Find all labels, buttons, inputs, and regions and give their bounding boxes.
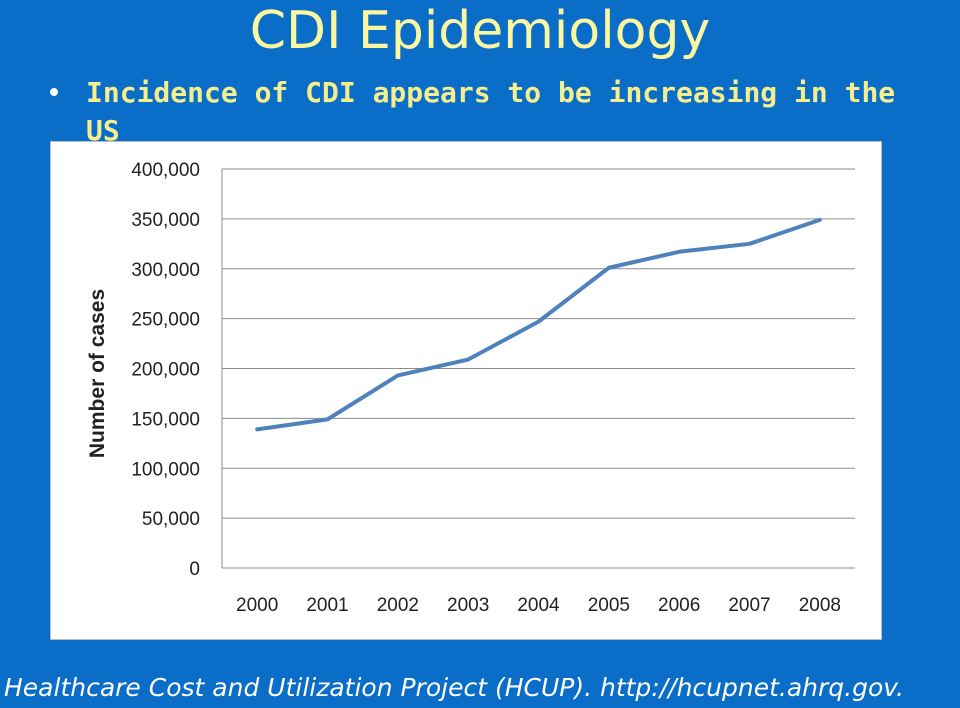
x-tick-label: 2001 (306, 595, 348, 616)
bullet-dot-icon (50, 88, 58, 96)
chart-container: 0 50,000 100,000 150,000 200,000 250,000 300,0… (50, 141, 882, 640)
x-tick-label: 2006 (658, 595, 700, 616)
x-tick-label: 2002 (377, 595, 419, 616)
y-tick-label: 50,000 (142, 509, 200, 530)
y-tick-label: 200,000 (131, 360, 200, 381)
y-tick-label: 400,000 (131, 160, 200, 181)
series-line (255, 217, 822, 432)
x-tick-label: 2008 (799, 595, 841, 616)
x-tick-label: 2003 (447, 595, 489, 616)
source-citation: Healthcare Cost and Utilization Project … (4, 673, 904, 702)
y-tick-label: 250,000 (131, 310, 200, 331)
y-axis-label: Number of cases (86, 289, 109, 458)
y-tick-label: 0 (189, 559, 200, 580)
x-tick-label: 2000 (236, 595, 278, 616)
y-tick-label: 100,000 (131, 459, 200, 480)
x-tick-labels: 2000 2001 2002 2003 2004 2005 2006 2007 2008 (236, 595, 841, 616)
x-tick-label: 2007 (728, 595, 770, 616)
slide-title: CDI Epidemiology (249, 1, 711, 61)
x-tick-label: 2004 (517, 595, 560, 616)
gridlines (221, 168, 855, 569)
x-tick-label: 2005 (588, 595, 630, 616)
y-tick-labels: 0 50,000 100,000 150,000 200,000 250,000 300,0… (131, 160, 200, 580)
y-tick-label: 350,000 (131, 210, 200, 231)
line-chart: 0 50,000 100,000 150,000 200,000 250,000 300,0… (86, 160, 855, 616)
series-layer (255, 217, 822, 432)
y-tick-label: 150,000 (131, 409, 200, 430)
bullet-text: Incidence of CDI appears to be increasin… (86, 76, 896, 147)
y-tick-label: 300,000 (131, 260, 200, 281)
